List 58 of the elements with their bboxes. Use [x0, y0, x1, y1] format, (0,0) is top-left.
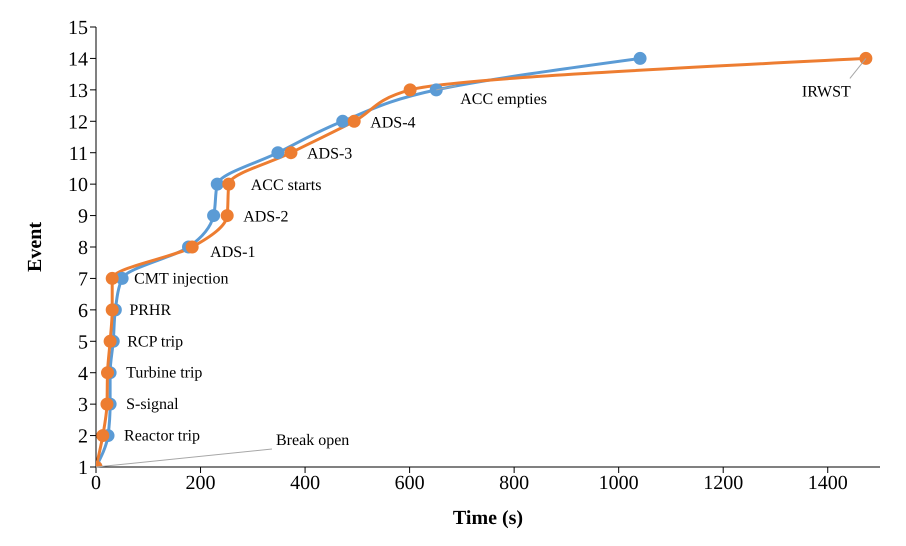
annotation: ADS-3: [306, 146, 352, 163]
point: [348, 114, 361, 128]
annotation: ADS-4: [370, 114, 416, 132]
annotation: S-signal: [126, 396, 180, 414]
y-tick-label: 15: [68, 17, 88, 40]
point: [404, 83, 417, 96]
annotation: PRHR: [129, 302, 172, 319]
y-axis-title: Event: [24, 222, 46, 272]
y-tick-label: 11: [68, 142, 88, 165]
point: [430, 83, 443, 96]
y-tick-label: 5: [78, 331, 88, 354]
x-tick-label: 400: [290, 472, 320, 494]
annotation: RCP trip: [127, 333, 184, 350]
point: [859, 52, 872, 65]
point: [106, 272, 119, 285]
x-tick-label: 800: [499, 472, 530, 494]
point: [210, 178, 224, 191]
y-tick-label: 3: [78, 394, 88, 416]
x-tick-label: 1400: [808, 472, 848, 494]
annotation: ADS-1: [210, 244, 256, 261]
point: [104, 334, 117, 348]
y-tick-label: 14: [68, 48, 88, 71]
annotation: Reactor trip: [124, 428, 200, 445]
x-tick-label: 1000: [598, 472, 639, 494]
y-tick-label: 10: [68, 174, 88, 196]
x-tick-label: 200: [186, 472, 216, 494]
annotation: IRWST: [802, 83, 852, 100]
point: [186, 240, 199, 254]
point: [101, 366, 114, 380]
x-tick-label: 0: [91, 472, 101, 494]
annotation: ACC starts: [250, 177, 322, 194]
point: [96, 429, 110, 442]
y-tick-label: 6: [78, 300, 88, 322]
point: [106, 303, 119, 316]
y-tick-label: 2: [78, 426, 88, 448]
annotation: ACC empties: [460, 90, 547, 108]
point: [100, 398, 114, 411]
point: [284, 146, 298, 160]
x-tick-label: 1200: [703, 472, 744, 494]
annotation: Turbine trip: [126, 364, 202, 382]
point: [207, 209, 220, 222]
y-tick-label: 12: [68, 111, 88, 134]
point: [220, 209, 234, 222]
y-tick-label: 8: [78, 237, 88, 260]
y-tick-label: 13: [68, 80, 88, 102]
x-axis-title: Time (s): [452, 507, 524, 529]
point: [336, 114, 350, 128]
annotation: CMT injection: [134, 270, 229, 288]
x-tick-label: 600: [394, 472, 425, 494]
y-tick-label: 7: [78, 268, 88, 291]
annotation: Break open: [276, 432, 350, 449]
point: [271, 146, 284, 160]
y-tick-label: 4: [78, 362, 88, 385]
y-tick-label: 1: [78, 457, 88, 480]
point: [634, 52, 647, 65]
point: [222, 178, 236, 191]
annotation: ADS-2: [243, 208, 289, 226]
y-tick-label: 9: [78, 206, 88, 228]
